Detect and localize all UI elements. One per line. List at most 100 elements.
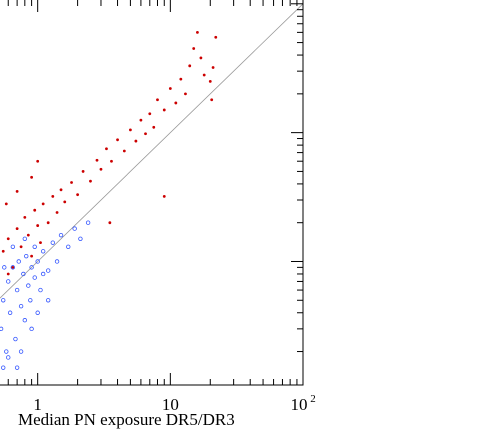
point: [4, 349, 9, 354]
point: [2, 265, 7, 270]
point: [32, 244, 37, 250]
point: [156, 98, 159, 102]
point: [210, 98, 214, 102]
point: [184, 92, 187, 96]
point: [40, 271, 46, 277]
point: [63, 200, 67, 204]
point: [13, 336, 18, 342]
point: [89, 179, 92, 183]
point: [196, 30, 199, 34]
point: [18, 303, 24, 309]
point: [29, 265, 34, 270]
point: [6, 355, 11, 360]
point: [45, 268, 51, 273]
x-tick-label: 1: [33, 395, 42, 414]
point: [19, 245, 23, 249]
x-tick-label: 10: [291, 395, 308, 414]
point: [1, 249, 5, 253]
point: [15, 227, 19, 230]
point: [54, 259, 60, 264]
point: [139, 118, 143, 122]
point: [6, 279, 11, 284]
point: [199, 56, 203, 60]
point: [72, 226, 77, 231]
point: [4, 202, 8, 206]
point: [99, 167, 103, 171]
point: [26, 233, 30, 237]
point: [35, 310, 40, 315]
point: [18, 349, 24, 354]
point: [21, 271, 26, 277]
point: [179, 77, 183, 81]
point: [36, 159, 40, 163]
point: [1, 365, 6, 370]
point: [14, 287, 20, 293]
point: [70, 181, 73, 184]
point: [30, 254, 34, 258]
point: [211, 66, 215, 69]
point: [6, 272, 10, 276]
point: [192, 47, 196, 50]
point: [33, 208, 37, 212]
point: [26, 283, 31, 288]
point: [51, 194, 55, 198]
point: [1, 298, 6, 303]
point: [45, 298, 51, 303]
point: [148, 112, 152, 116]
point: [22, 318, 28, 323]
point: [16, 259, 21, 264]
point: [32, 275, 37, 280]
point: [28, 298, 33, 303]
point: [10, 265, 16, 270]
point: [35, 259, 40, 264]
point: [162, 108, 166, 112]
point: [174, 101, 178, 105]
point: [134, 139, 138, 143]
point: [39, 241, 42, 245]
point: [202, 73, 206, 77]
point: [81, 170, 85, 173]
point: [110, 159, 113, 163]
point: [188, 64, 192, 68]
point: [129, 128, 132, 132]
point: [58, 232, 64, 238]
point: [144, 132, 147, 136]
point: [78, 236, 83, 241]
point: [38, 287, 43, 293]
point: [66, 244, 71, 250]
reference-line: [0, 3, 304, 299]
point: [214, 35, 218, 39]
point: [122, 149, 126, 153]
point: [0, 326, 4, 332]
point: [41, 202, 45, 206]
point: [15, 189, 19, 193]
x-axis-label: Median PN exposure DR5/DR3: [18, 410, 235, 429]
point: [55, 211, 59, 214]
point: [7, 310, 13, 315]
point: [95, 158, 99, 162]
point: [152, 125, 156, 129]
point: [6, 237, 10, 241]
point: [14, 365, 20, 370]
point: [23, 215, 27, 219]
point: [46, 221, 50, 225]
point: [30, 175, 34, 179]
point: [40, 249, 46, 254]
point: [76, 193, 80, 197]
point: [105, 147, 108, 151]
point: [59, 188, 63, 192]
point: [36, 224, 40, 227]
point: [162, 194, 166, 198]
x-tick-exponent: 2: [310, 393, 316, 405]
point: [22, 236, 28, 241]
point: [85, 220, 91, 225]
point: [108, 221, 112, 225]
point: [29, 326, 34, 332]
plot-frame: [0, 0, 304, 386]
point: [168, 87, 172, 90]
point: [208, 79, 212, 83]
point: [10, 244, 16, 250]
point: [50, 240, 55, 245]
point: [11, 265, 15, 269]
